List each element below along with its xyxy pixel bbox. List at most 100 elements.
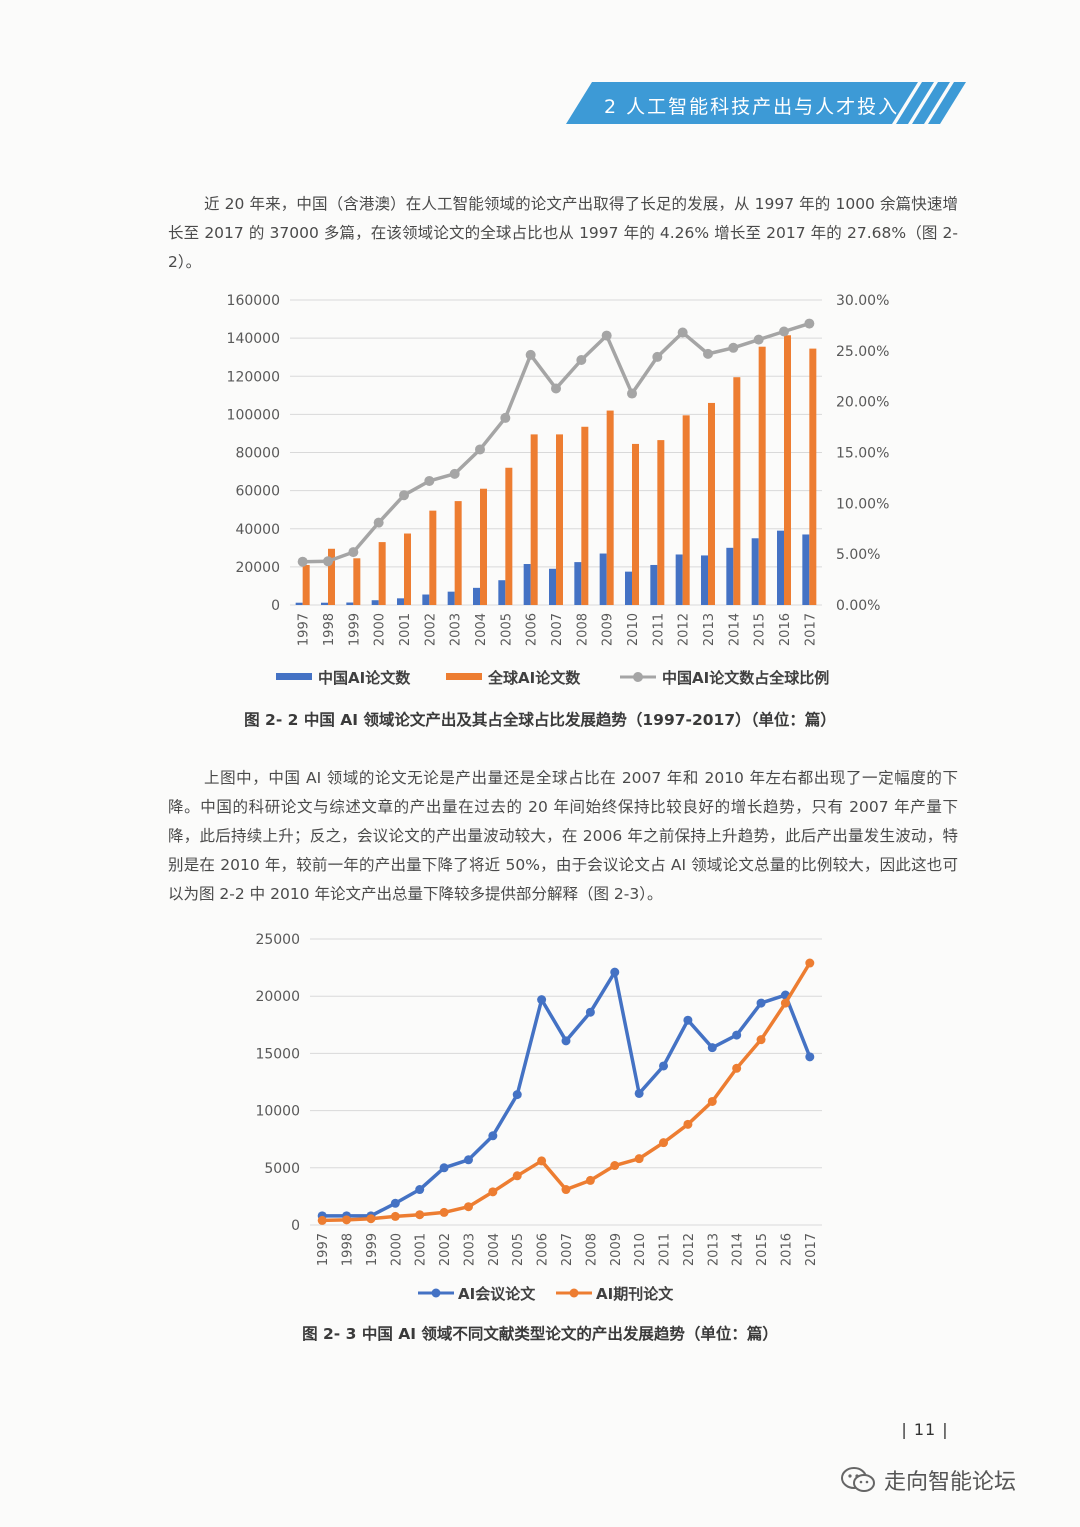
data-point xyxy=(677,327,688,338)
page-number: | 11 | xyxy=(901,1420,949,1439)
bar xyxy=(574,562,582,605)
x-tick-label: 2011 xyxy=(658,1233,673,1266)
x-tick-label: 1998 xyxy=(341,1233,356,1266)
x-tick-label: 2005 xyxy=(511,1233,526,1266)
x-tick-label: 2002 xyxy=(423,613,438,646)
data-point xyxy=(373,517,384,528)
bar xyxy=(498,580,506,605)
data-point xyxy=(652,351,663,362)
x-tick-label: 2002 xyxy=(438,1233,453,1266)
legend-label: 中国AI论文数 xyxy=(318,669,411,687)
data-point xyxy=(707,1043,717,1053)
bar xyxy=(657,440,665,605)
x-tick-label: 2008 xyxy=(584,1233,599,1266)
y-left-tick-label: 160000 xyxy=(227,293,280,309)
x-tick-label: 2015 xyxy=(753,613,768,646)
chart-ai-papers-global-share: 0 20000 40000 60000 80000 100000 120000 140000 1… xyxy=(227,293,890,687)
bar xyxy=(422,594,430,605)
data-point xyxy=(753,334,764,345)
data-point xyxy=(475,444,485,455)
x-tick-label: 2013 xyxy=(702,613,717,646)
x-tick-label: 2011 xyxy=(651,613,666,646)
data-point xyxy=(804,318,815,329)
data-point xyxy=(512,1090,522,1100)
data-point xyxy=(415,1210,425,1220)
legend-label: 中国AI论文数占全球比例 xyxy=(662,669,829,687)
watermark-text: 走向智能论坛 xyxy=(884,1470,1017,1495)
x-tick-label: 2009 xyxy=(601,613,616,646)
x-tick-label: 2001 xyxy=(398,613,413,646)
y-left-tick-label: 80000 xyxy=(235,446,280,462)
bar xyxy=(599,553,607,605)
y-left-tick-label: 100000 xyxy=(227,407,280,423)
data-point xyxy=(366,1214,376,1224)
x-tick-label: 1999 xyxy=(347,613,362,646)
series-line xyxy=(322,970,812,1218)
legend-marker xyxy=(633,672,643,682)
y-right-tick-label: 15.00% xyxy=(836,446,889,462)
data-point xyxy=(805,958,815,968)
y-left-tick-label: 60000 xyxy=(235,484,280,500)
data-point xyxy=(585,1007,595,1017)
data-point xyxy=(610,967,620,977)
x-tick-label: 1999 xyxy=(365,1233,380,1266)
wechat-icon xyxy=(841,1467,875,1492)
bar xyxy=(726,547,734,605)
x-tick-label: 2006 xyxy=(525,613,540,646)
x-tick-label: 2012 xyxy=(682,1233,697,1266)
legend-swatch xyxy=(446,673,482,680)
data-point xyxy=(390,1198,400,1208)
y-left-tick-label: 140000 xyxy=(227,331,280,347)
bar xyxy=(625,571,632,605)
data-point xyxy=(610,1161,620,1171)
data-point xyxy=(780,998,790,1008)
data-point xyxy=(500,412,511,423)
bar xyxy=(378,542,386,605)
data-point xyxy=(317,1215,327,1225)
legend-marker xyxy=(569,1288,579,1298)
y-right-tick-label: 20.00% xyxy=(836,395,889,411)
bar xyxy=(328,548,335,605)
bar xyxy=(632,443,639,605)
data-point xyxy=(683,1015,693,1025)
figure-caption-2-2: 图 2- 2 中国 AI 领域论文产出及其占全球占比发展趋势（1997-2017… xyxy=(244,711,836,729)
watermark: 走向智能论坛 xyxy=(840,1460,1016,1500)
data-point xyxy=(424,475,435,486)
bar xyxy=(777,530,784,605)
y-tick-label: 20000 xyxy=(255,989,300,1005)
bar xyxy=(454,501,462,605)
x-tick-label: 2012 xyxy=(677,613,692,646)
data-point xyxy=(297,556,308,567)
data-point xyxy=(390,1211,400,1221)
x-tick-label: 2006 xyxy=(536,1233,551,1266)
data-point xyxy=(732,1063,742,1073)
bar xyxy=(650,564,658,605)
x-tick-label: 2004 xyxy=(474,613,489,646)
data-point xyxy=(439,1163,449,1173)
bar xyxy=(530,434,538,605)
bar xyxy=(708,402,715,605)
chart-paper-types: 0 5000 10000 15000 20000 25000 1997 1998 1999 200… xyxy=(255,932,822,1303)
data-point xyxy=(601,330,612,341)
section-title: 2 人工智能科技产出与人才投入 xyxy=(604,96,900,118)
data-point xyxy=(703,348,713,359)
x-tick-label: 2016 xyxy=(778,613,793,646)
data-point xyxy=(756,1035,766,1045)
x-tick-label: 1997 xyxy=(297,613,312,646)
x-tick-label: 2014 xyxy=(731,1233,746,1266)
data-point xyxy=(551,383,561,394)
y-tick-label: 10000 xyxy=(255,1104,300,1120)
y-tick-label: 5000 xyxy=(264,1161,300,1177)
data-point xyxy=(659,1061,669,1071)
data-point xyxy=(634,1088,644,1098)
y-right-tick-label: 5.00% xyxy=(836,547,880,563)
bar xyxy=(346,602,354,605)
x-tick-label: 2017 xyxy=(803,613,818,646)
x-tick-label: 2003 xyxy=(449,613,464,646)
data-point xyxy=(342,1215,352,1225)
x-tick-label: 2016 xyxy=(779,1233,794,1266)
series-line xyxy=(322,962,812,1223)
data-point xyxy=(585,1175,595,1185)
data-point xyxy=(348,547,359,558)
y-left-tick-label: 20000 xyxy=(235,560,280,576)
